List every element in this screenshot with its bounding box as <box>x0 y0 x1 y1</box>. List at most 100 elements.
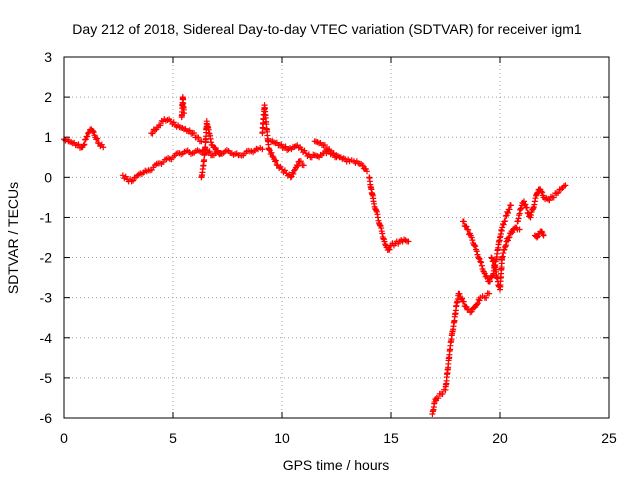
data-point <box>292 143 299 150</box>
y-tick-label: 2 <box>44 89 52 105</box>
data-point <box>555 189 562 196</box>
data-point <box>333 154 340 161</box>
data-point <box>534 190 541 197</box>
data-point <box>546 197 553 204</box>
data-point <box>269 153 276 160</box>
data-point <box>473 248 480 255</box>
data-point <box>489 255 496 262</box>
data-point <box>259 146 266 153</box>
data-point <box>558 186 565 193</box>
data-point <box>522 201 529 208</box>
data-point <box>180 110 187 117</box>
data-point <box>539 189 546 196</box>
x-tick-label: 0 <box>60 430 68 446</box>
data-point <box>460 298 467 305</box>
data-point <box>149 130 156 137</box>
data-point <box>468 308 475 315</box>
x-tick-label: 15 <box>383 430 399 446</box>
data-point <box>321 142 328 149</box>
data-point <box>476 255 483 262</box>
data-point <box>272 157 279 164</box>
data-point <box>534 234 541 241</box>
data-point <box>540 232 547 239</box>
data-point <box>195 134 202 141</box>
x-tick-label: 20 <box>492 430 508 446</box>
data-point <box>340 155 347 162</box>
chart-title: Day 212 of 2018, Sidereal Day-to-day VTE… <box>72 21 582 37</box>
data-point <box>300 162 307 169</box>
y-tick-label: 1 <box>44 129 52 145</box>
data-point <box>507 202 514 209</box>
data-point <box>186 127 193 134</box>
data-point <box>191 130 198 137</box>
y-tick-label: 0 <box>44 169 52 185</box>
y-tick-label: -6 <box>40 410 53 426</box>
data-point <box>506 234 513 241</box>
data-point <box>386 246 393 253</box>
data-point <box>488 254 495 261</box>
y-tick-label: -3 <box>40 290 53 306</box>
data-point <box>278 141 285 148</box>
data-point <box>359 162 366 169</box>
data-point <box>217 150 224 157</box>
data-point <box>471 242 478 249</box>
data-point <box>486 290 493 297</box>
data-point <box>539 231 546 238</box>
data-point <box>215 147 222 154</box>
data-point <box>463 223 470 230</box>
data-point <box>506 206 513 213</box>
data-point <box>502 218 509 225</box>
data-point <box>484 275 491 282</box>
data-point <box>516 226 523 233</box>
data-series <box>61 94 569 417</box>
data-point <box>265 146 272 153</box>
data-point <box>562 182 569 189</box>
data-point <box>456 290 463 297</box>
data-point <box>435 395 442 402</box>
data-point <box>62 137 69 144</box>
data-point <box>152 127 159 134</box>
data-point <box>478 262 485 269</box>
data-point <box>477 258 484 265</box>
data-point <box>483 294 490 301</box>
data-point <box>402 237 409 244</box>
x-tick-label: 5 <box>169 430 177 446</box>
data-point <box>206 148 213 155</box>
data-point <box>472 243 479 250</box>
data-point <box>460 218 467 225</box>
y-tick-label: 3 <box>44 49 52 65</box>
data-point <box>100 144 107 151</box>
data-point <box>130 177 137 184</box>
data-point <box>459 295 466 302</box>
data-point <box>469 237 476 244</box>
data-point <box>84 130 91 137</box>
data-point <box>330 150 337 157</box>
data-point <box>81 141 88 148</box>
data-point <box>94 135 101 142</box>
data-point <box>75 141 82 148</box>
data-point <box>326 146 333 153</box>
x-axis-label: GPS time / hours <box>283 457 390 473</box>
x-tick-label: 10 <box>274 430 290 446</box>
y-tick-label: -2 <box>40 250 53 266</box>
data-point <box>509 229 516 236</box>
data-point <box>157 122 164 129</box>
data-point <box>500 221 507 228</box>
data-point <box>268 149 275 156</box>
y-axis-label: SDTVAR / TECUs <box>5 182 21 294</box>
data-point <box>293 162 300 169</box>
data-point <box>486 278 493 285</box>
data-point <box>478 259 485 266</box>
data-point <box>294 163 301 170</box>
axis-ticks <box>63 56 610 419</box>
data-point <box>291 167 298 174</box>
data-point <box>82 136 89 143</box>
data-point <box>290 170 297 177</box>
y-tick-label: -4 <box>40 330 53 346</box>
data-point <box>473 301 480 308</box>
data-point <box>504 210 511 217</box>
data-point <box>476 297 483 304</box>
data-point <box>314 139 321 146</box>
data-point <box>287 174 294 181</box>
